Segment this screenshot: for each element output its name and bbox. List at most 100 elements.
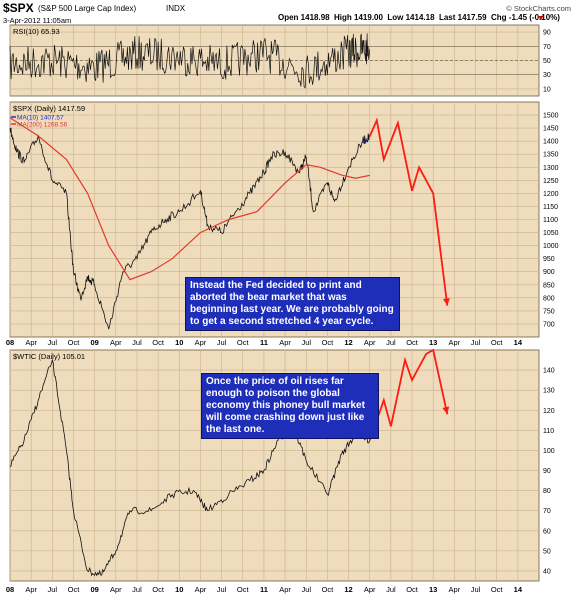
rsi-line <box>9 33 371 89</box>
spx-ma200-line <box>9 117 370 281</box>
x-tick-label: 09 <box>90 338 98 347</box>
rsi-label: RSI(10) 65.93 <box>13 27 60 36</box>
x-tick-label: Jul <box>386 338 396 347</box>
x-tick-label: Oct <box>406 338 419 347</box>
y-tick-label: 110 <box>543 428 554 435</box>
x-tick-label: Oct <box>152 585 165 594</box>
y-tick-label: 40 <box>543 568 551 575</box>
x-tick-label: Apr <box>449 585 461 594</box>
y-tick-label: 50 <box>543 548 551 555</box>
spx-annotation: Instead the Fed decided to print and abo… <box>185 277 400 331</box>
x-tick-label: Oct <box>237 585 250 594</box>
x-tick-label: Jul <box>471 585 481 594</box>
x-tick-label: Oct <box>237 338 250 347</box>
y-tick-label: 90 <box>543 30 551 37</box>
oil-series-label: $WTIC (Daily) 105.01 <box>13 352 85 361</box>
oil-annotation: Once the price of oil rises far enough t… <box>201 373 379 439</box>
y-tick-label: 70 <box>543 44 551 51</box>
x-tick-label: Apr <box>110 338 122 347</box>
y-tick-label: 50 <box>543 58 551 65</box>
x-tick-label: 08 <box>6 585 14 594</box>
spx-projection-arrowhead <box>442 298 450 306</box>
x-tick-label: Jul <box>301 338 311 347</box>
y-tick-label: 1100 <box>543 217 558 224</box>
y-tick-label: 140 <box>543 368 555 375</box>
x-tick-label: 14 <box>514 585 523 594</box>
ma200-legend-label: MA(200) 1268.56 <box>17 122 68 129</box>
y-tick-label: 850 <box>543 282 555 289</box>
x-tick-label: Apr <box>364 585 376 594</box>
spx-price-line <box>9 127 371 330</box>
x-tick-label: Apr <box>110 585 122 594</box>
y-tick-label: 70 <box>543 508 551 515</box>
y-tick-label: 100 <box>543 448 555 455</box>
y-tick-label: 120 <box>543 408 555 415</box>
x-tick-label: 11 <box>260 585 268 594</box>
quote-date: 3-Apr-2012 11:05am <box>3 16 71 25</box>
x-tick-label: Jul <box>132 585 142 594</box>
x-tick-label: Apr <box>279 585 291 594</box>
y-tick-label: 700 <box>543 321 555 328</box>
x-tick-label: Jul <box>301 585 311 594</box>
y-tick-label: 1150 <box>543 204 558 211</box>
y-tick-label: 1500 <box>543 113 559 120</box>
x-tick-label: Oct <box>406 585 419 594</box>
x-tick-label: 10 <box>175 338 183 347</box>
x-tick-label: Apr <box>25 338 37 347</box>
x-tick-label: Apr <box>279 338 291 347</box>
x-tick-label: Oct <box>322 338 335 347</box>
x-tick-label: Oct <box>491 585 504 594</box>
x-tick-label: Apr <box>25 585 37 594</box>
chg-down-icon <box>538 16 544 20</box>
y-tick-label: 80 <box>543 488 551 495</box>
symbol-title: $SPX <box>3 1 34 15</box>
spx-ma10-line <box>362 138 370 143</box>
y-tick-label: 1450 <box>543 126 559 133</box>
x-tick-label: Apr <box>195 585 207 594</box>
x-tick-label: 12 <box>344 585 352 594</box>
x-tick-label: Jul <box>48 585 58 594</box>
y-tick-label: 1400 <box>543 139 559 146</box>
spx-series-label: $SPX (Daily) 1417.59 <box>13 104 85 113</box>
oil-price-line <box>9 358 371 577</box>
x-tick-label: Oct <box>68 585 81 594</box>
x-tick-label: Jul <box>217 585 227 594</box>
y-tick-label: 1350 <box>543 152 559 159</box>
y-tick-label: 1300 <box>543 165 559 172</box>
y-tick-label: 750 <box>543 308 555 315</box>
stockcharts-credit: © StockCharts.com <box>506 4 571 13</box>
oil-projection-line <box>368 348 449 441</box>
y-tick-label: 950 <box>543 256 555 263</box>
spx-projection-line <box>368 117 449 306</box>
y-tick-label: 1200 <box>543 191 559 198</box>
x-tick-label: 11 <box>260 338 268 347</box>
y-tick-label: 900 <box>543 269 555 276</box>
exchange-label: INDX <box>166 4 186 13</box>
y-tick-label: 60 <box>543 528 551 535</box>
x-tick-label: Jul <box>217 338 227 347</box>
x-tick-label: Oct <box>68 338 81 347</box>
y-tick-label: 10 <box>543 86 551 93</box>
x-tick-label: Apr <box>195 338 207 347</box>
x-tick-label: 13 <box>429 585 437 594</box>
x-tick-label: Oct <box>322 585 335 594</box>
quote-values: Open 1418.98 High 1419.00 Low 1414.18 La… <box>278 13 560 22</box>
y-tick-label: 1000 <box>543 243 559 250</box>
x-tick-label: 10 <box>175 585 183 594</box>
x-tick-label: Apr <box>364 338 376 347</box>
x-tick-label: Jul <box>386 585 396 594</box>
x-tick-label: Jul <box>48 338 58 347</box>
symbol-fullname: (S&P 500 Large Cap Index) <box>38 4 136 13</box>
x-tick-label: 12 <box>344 338 352 347</box>
x-tick-label: Apr <box>449 338 461 347</box>
oil-projection-arrowhead <box>442 406 450 415</box>
x-tick-label: Jul <box>471 338 481 347</box>
x-tick-label: 13 <box>429 338 437 347</box>
x-tick-label: Oct <box>491 338 504 347</box>
y-tick-label: 1250 <box>543 178 559 185</box>
x-tick-label: Oct <box>152 338 165 347</box>
y-tick-label: 90 <box>543 468 551 475</box>
y-tick-label: 800 <box>543 295 555 302</box>
y-tick-label: 130 <box>543 388 555 395</box>
ma10-legend-label: MA(10) 1407.57 <box>17 115 64 122</box>
